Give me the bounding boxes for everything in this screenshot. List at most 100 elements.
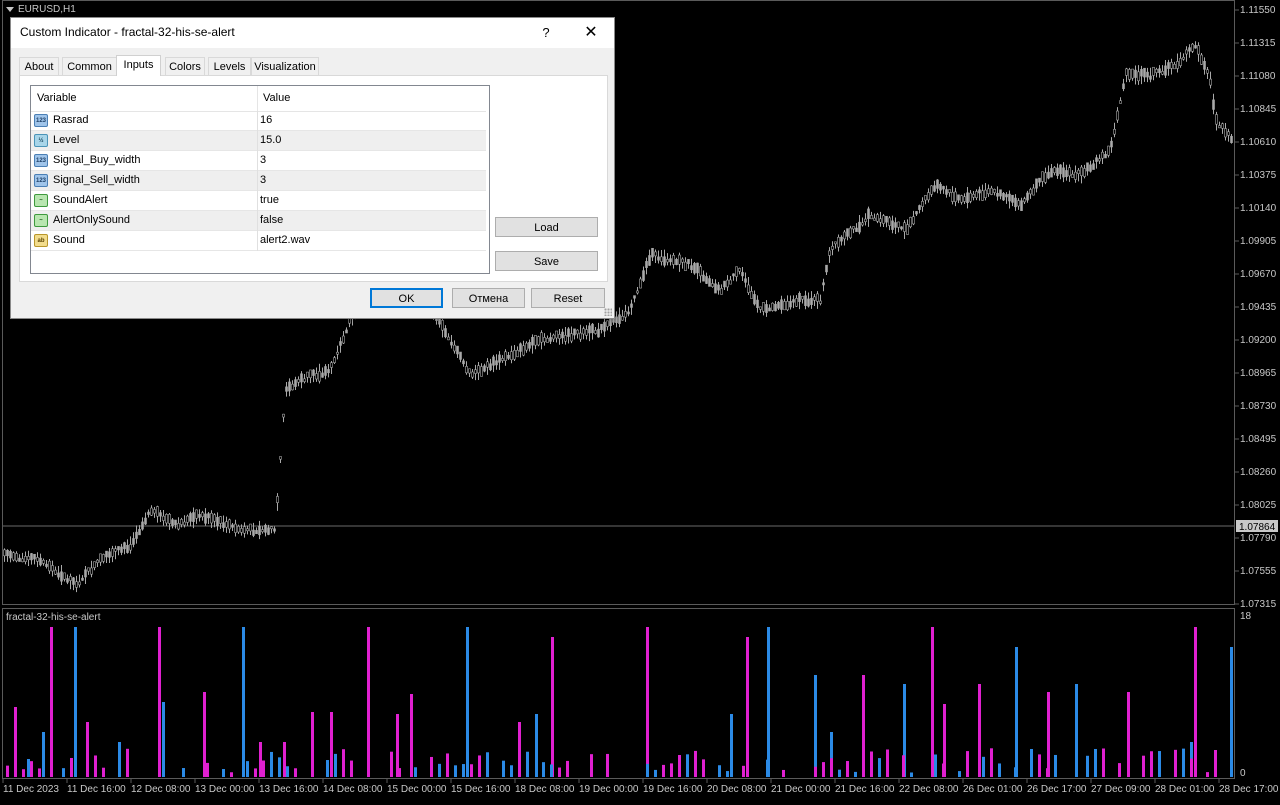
histogram-bar [50, 627, 53, 777]
variable-value[interactable]: true [260, 194, 279, 206]
input-row[interactable]: ~ AlertOnlySound false [31, 211, 486, 231]
histogram-bar [526, 751, 529, 777]
dialog-titlebar[interactable]: Custom Indicator - fractal-32-his-se-ale… [11, 18, 614, 48]
candle-body [162, 515, 165, 521]
help-button[interactable]: ? [542, 25, 550, 40]
candle [507, 351, 510, 361]
candle-body [3, 549, 6, 557]
ok-button[interactable]: OK [370, 288, 443, 308]
input-row[interactable]: 123 Rasrad 16 [31, 111, 486, 131]
candle [459, 351, 462, 363]
candle [255, 527, 258, 535]
tab-colors[interactable]: Colors [165, 57, 205, 75]
candle [486, 358, 489, 375]
candle [897, 221, 900, 233]
price-axis-label: 1.10610 [1240, 137, 1277, 148]
candle-body [18, 557, 21, 562]
candle-body [624, 311, 627, 318]
candle-body [183, 521, 186, 526]
candle [540, 330, 543, 350]
variable-name: Level [53, 134, 80, 146]
time-axis-label: 13 Dec 16:00 [259, 784, 319, 795]
candle-body [900, 226, 903, 230]
histogram-bar [262, 760, 265, 777]
candle-body [138, 529, 141, 536]
candle-body [297, 379, 300, 383]
candle [39, 553, 42, 567]
cancel-button[interactable]: Отмена [452, 288, 525, 308]
variable-value[interactable]: 3 [260, 174, 267, 186]
histogram-bar [454, 765, 457, 777]
candle-body [1122, 83, 1125, 90]
candle-body [543, 337, 546, 343]
save-button[interactable]: Save [495, 251, 598, 271]
candle [168, 512, 171, 530]
candle [873, 213, 876, 221]
tab-levels[interactable]: Levels [208, 57, 251, 75]
candle [585, 325, 588, 340]
column-header-variable[interactable]: Variable [37, 92, 77, 104]
candle-body [234, 523, 237, 533]
candle [822, 278, 825, 292]
candle [90, 560, 93, 578]
candle [1215, 111, 1218, 131]
tab-visualization[interactable]: Visualization [251, 57, 319, 75]
input-row[interactable]: ab Sound alert2.wav [31, 231, 486, 251]
load-button[interactable]: Load [495, 217, 598, 237]
candle [165, 513, 168, 526]
candle [108, 548, 111, 563]
candle [756, 295, 759, 313]
input-row[interactable]: 123 Signal_Buy_width 3 [31, 151, 486, 171]
candle-body [702, 274, 705, 282]
candle [144, 512, 147, 525]
candle [285, 381, 288, 397]
tab-inputs[interactable]: Inputs [116, 55, 161, 76]
candle-body [846, 228, 849, 237]
variable-value[interactable]: false [260, 214, 284, 226]
input-row[interactable]: ½ Level 15.0 [31, 131, 486, 151]
candle-body [117, 546, 120, 551]
candle-body [1203, 60, 1206, 70]
column-header-value[interactable]: Value [263, 92, 291, 104]
tab-about[interactable]: About [19, 57, 59, 75]
candle [924, 195, 927, 205]
candle [117, 546, 120, 556]
candle [1017, 198, 1020, 210]
variable-value[interactable]: 16 [260, 114, 273, 126]
candle [1209, 71, 1212, 89]
candle [495, 354, 498, 370]
candle [1059, 164, 1062, 180]
candle [135, 525, 138, 544]
tab-common[interactable]: Common [62, 57, 117, 75]
candle-body [168, 514, 171, 524]
candle [303, 373, 306, 384]
input-row[interactable]: ~ SoundAlert true [31, 191, 486, 211]
column-divider[interactable] [257, 86, 258, 111]
variable-value[interactable]: alert2.wav [260, 234, 311, 246]
resize-grip[interactable] [604, 308, 612, 316]
candle-body [648, 255, 651, 266]
candle [648, 249, 651, 266]
candle [132, 532, 135, 548]
close-button[interactable]: ✕ [584, 24, 598, 41]
candle-body [1224, 128, 1227, 138]
candle [537, 335, 540, 347]
time-axis-label: 27 Dec 09:00 [1091, 784, 1151, 795]
variable-value[interactable]: 15.0 [260, 134, 282, 146]
variable-value[interactable]: 3 [260, 154, 267, 166]
histogram-bar [158, 627, 161, 777]
candle [1167, 59, 1170, 76]
candle-body [1056, 167, 1059, 176]
reset-button[interactable]: Reset [531, 288, 605, 308]
histogram-bar [854, 771, 857, 777]
input-row[interactable]: 123 Signal_Sell_width 3 [31, 171, 486, 191]
candle [576, 329, 579, 339]
variable-name: Sound [53, 234, 85, 246]
histogram-bar [396, 714, 399, 777]
candle [156, 505, 159, 523]
candle-body [225, 521, 228, 528]
candle-body [21, 558, 24, 563]
candle-body [864, 218, 867, 222]
price-axis-label: 1.08260 [1240, 467, 1277, 478]
